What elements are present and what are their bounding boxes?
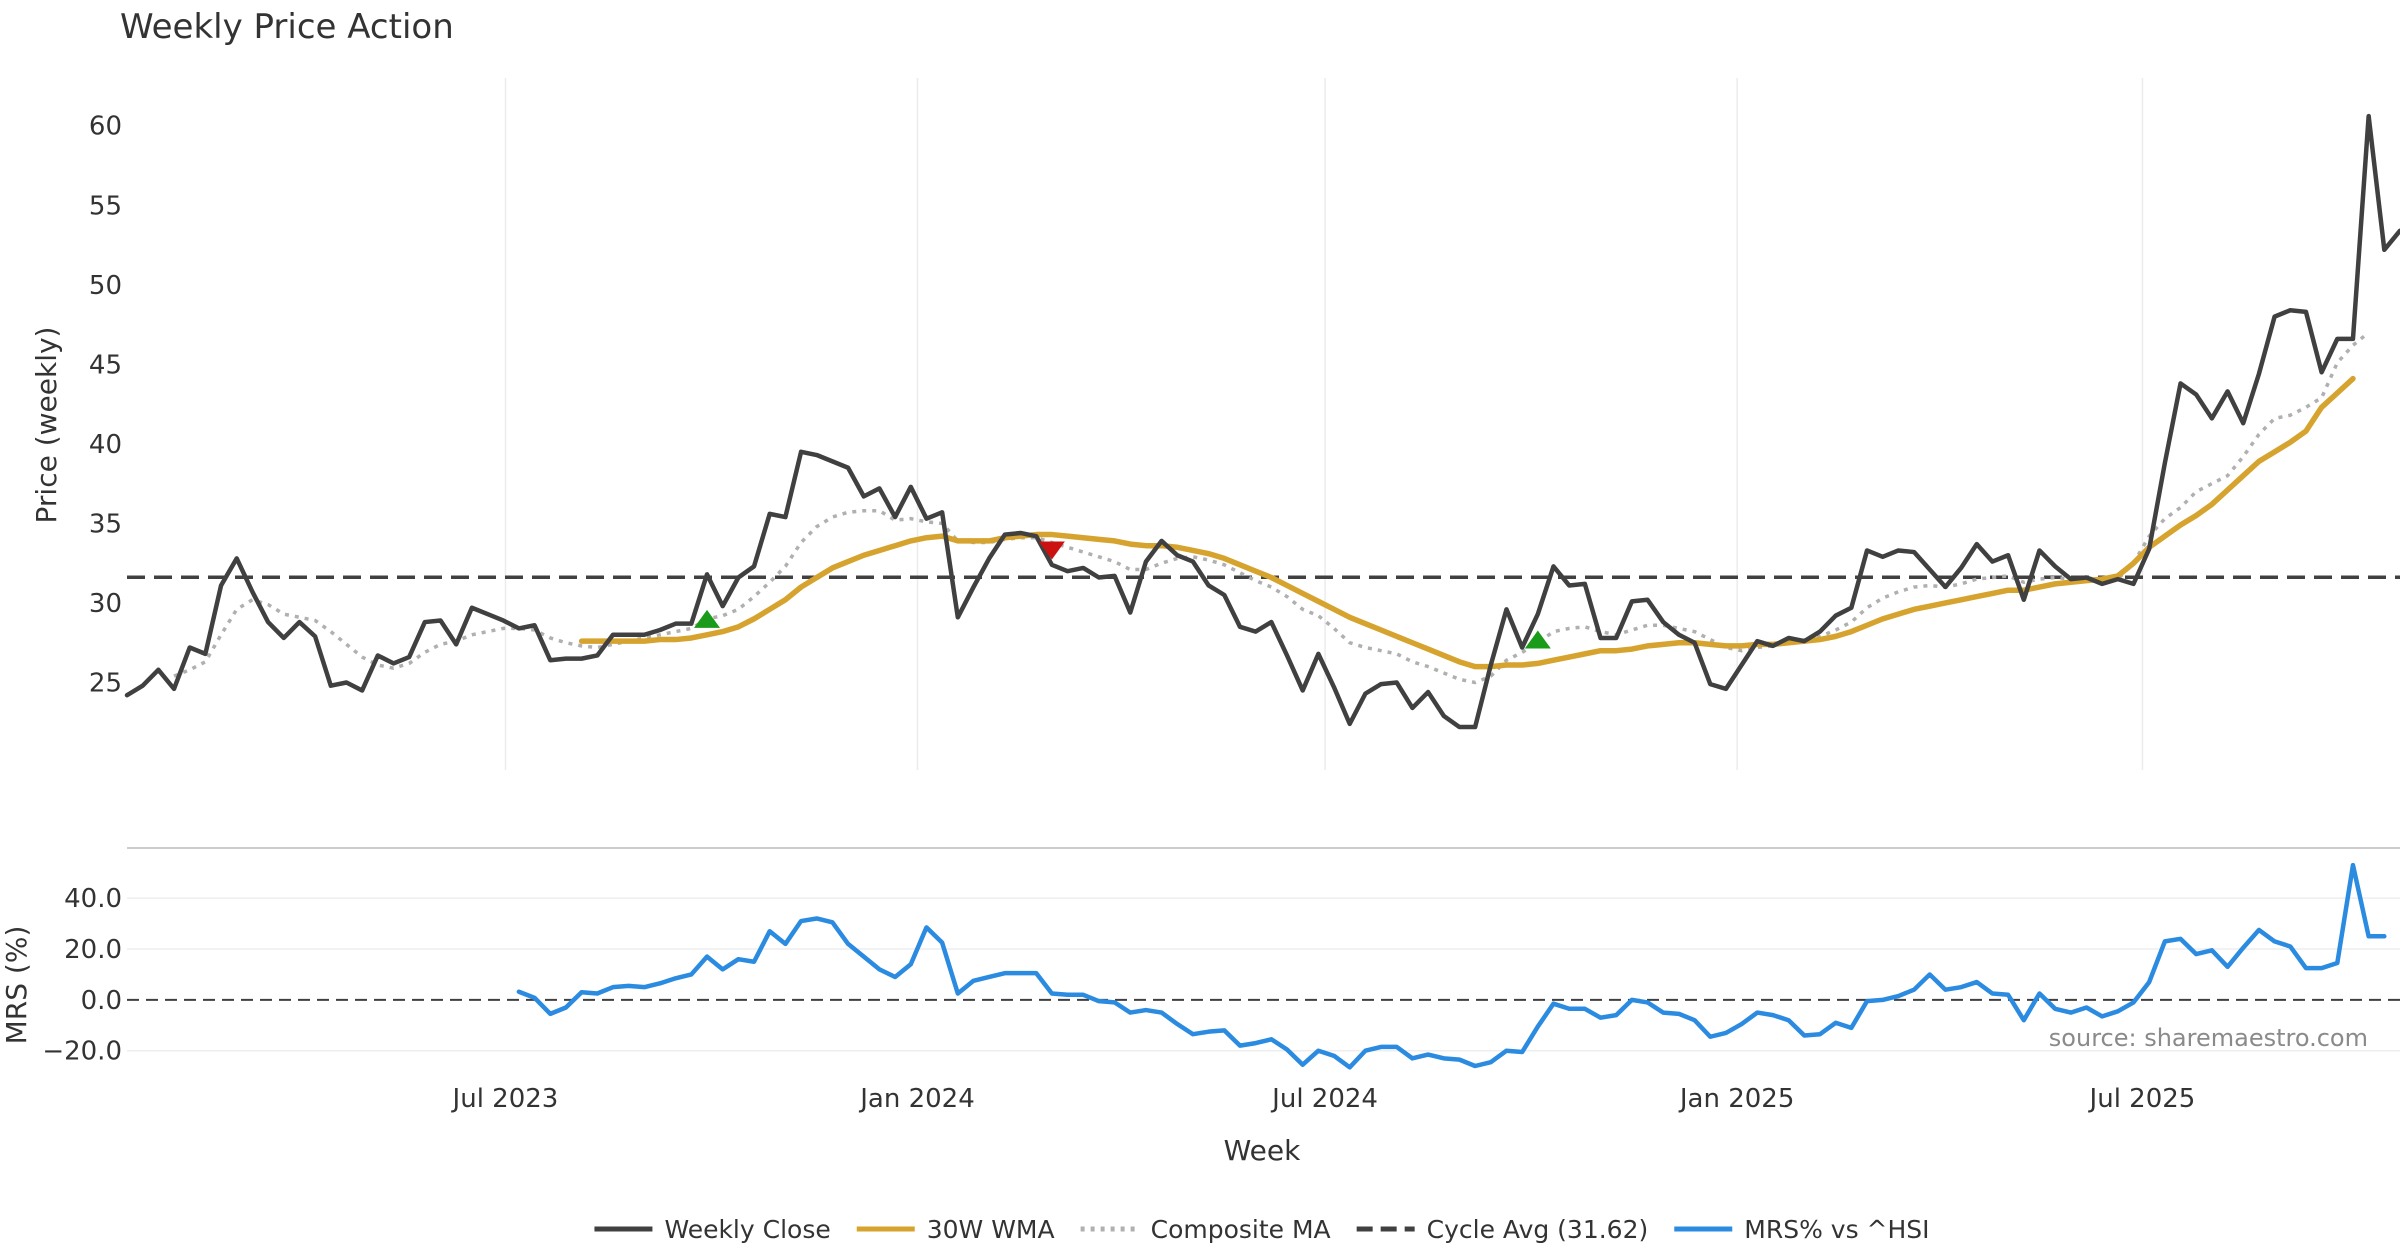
price-y-axis-label: Price (weekly)	[30, 327, 63, 524]
signal-markers	[694, 541, 1551, 649]
mrs-vs-hsi-line	[516, 862, 2387, 1070]
price-ytick-45: 45	[89, 350, 122, 380]
legend-label-0: Weekly Close	[664, 1215, 830, 1244]
composite-ma-line	[173, 331, 2370, 685]
weekly-close-line	[124, 113, 2400, 730]
wma-30w-line	[578, 375, 2356, 670]
price-ytick-40: 40	[89, 430, 122, 460]
mrs-ytick-1: 0.0	[81, 986, 122, 1016]
chart-title: Weekly Price Action	[120, 7, 454, 47]
mrs-grid	[127, 897, 2400, 1052]
buy-signal-marker-0	[694, 609, 721, 628]
price-y-ticks: 25 30 35 40 45 50 55 60	[89, 112, 122, 699]
xtick-label-2: Jul 2024	[1270, 1084, 1378, 1114]
legend-label-2: Composite MA	[1151, 1215, 1331, 1244]
x-axis-label: Week	[1224, 1134, 1301, 1167]
mrs-y-axis-label: MRS (%)	[0, 926, 33, 1045]
mrs-y-ticks: −20.0 0.0 20.0 40.0	[42, 884, 122, 1067]
x-axis-ticks: Jul 2023 Jan 2024 Jul 2024 Jan 2025 Jul 2025	[451, 1084, 2196, 1114]
sell-signal-marker-1	[1038, 541, 1065, 560]
price-ytick-60: 60	[89, 112, 122, 142]
price-ytick-30: 30	[89, 589, 122, 619]
xtick-label-4: Jul 2025	[2088, 1084, 2196, 1114]
price-series-group	[124, 113, 2400, 730]
legend-label-3: Cycle Avg (31.62)	[1427, 1215, 1649, 1244]
legend: Weekly Close 30W WMA Composite MA Cycle Avg…	[594, 1215, 1930, 1244]
buy-signal-marker-2	[1524, 630, 1551, 649]
mrs-ytick-0: −20.0	[42, 1037, 122, 1067]
xtick-label-0: Jul 2023	[451, 1084, 559, 1114]
price-grid	[504, 78, 2144, 770]
mrs-series-group	[127, 862, 2400, 1070]
price-ytick-50: 50	[89, 271, 122, 301]
mrs-ytick-2: 20.0	[64, 935, 122, 965]
legend-label-1: 30W WMA	[927, 1215, 1055, 1244]
price-ytick-25: 25	[89, 669, 122, 699]
price-ytick-55: 55	[89, 191, 122, 221]
xtick-label-1: Jan 2024	[858, 1084, 975, 1114]
source-annotation: source: sharemaestro.com	[2049, 1024, 2368, 1052]
legend-label-4: MRS% vs ^HSI	[1744, 1215, 1929, 1244]
price-ytick-35: 35	[89, 509, 122, 539]
xtick-label-3: Jan 2025	[1678, 1084, 1795, 1114]
mrs-ytick-3: 40.0	[64, 884, 122, 914]
